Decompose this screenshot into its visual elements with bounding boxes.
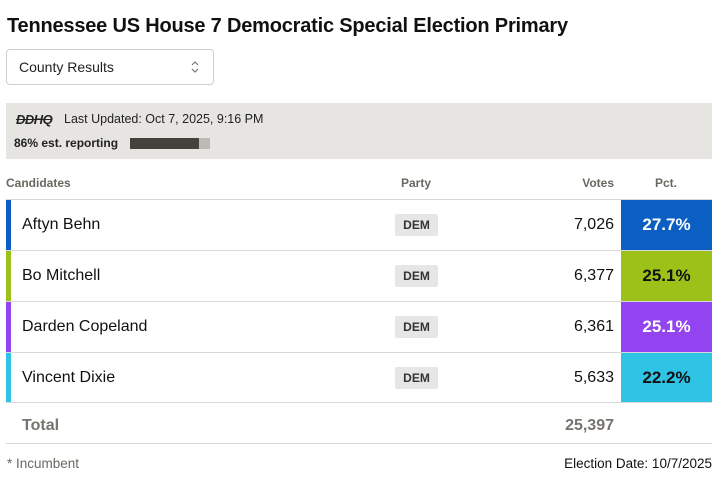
candidate-row: Vincent Dixie DEM 5,633 22.2% — [6, 352, 712, 403]
total-votes: 25,397 — [565, 417, 614, 434]
column-header-party: Party — [401, 176, 432, 190]
candidate-row: Darden Copeland DEM 6,361 25.1% — [6, 301, 712, 352]
reporting-label: 86% est. reporting — [14, 136, 119, 150]
reporting-progress-fill — [130, 138, 199, 149]
last-updated: Last Updated: Oct 7, 2025, 9:16 PM — [64, 112, 264, 126]
candidate-name: Aftyn Behn — [22, 216, 101, 233]
party-color-stripe — [6, 251, 11, 301]
updown-chevron-icon — [191, 61, 199, 73]
party-color-stripe — [6, 353, 11, 402]
select-value: County Results — [19, 59, 114, 75]
party-badge: DEM — [395, 265, 438, 287]
column-header-candidates: Candidates — [6, 176, 71, 190]
election-date: Election Date: 10/7/2025 — [564, 456, 712, 471]
candidate-pct: 22.2% — [621, 353, 712, 402]
party-color-stripe — [6, 200, 11, 250]
party-badge: DEM — [395, 214, 438, 236]
candidate-votes: 6,377 — [573, 267, 614, 284]
info-bar: DDHQ Last Updated: Oct 7, 2025, 9:16 PM … — [6, 103, 712, 159]
page-title: Tennessee US House 7 Democratic Special … — [7, 15, 568, 37]
ddhq-logo: DDHQ — [16, 112, 53, 127]
candidate-pct: 27.7% — [621, 200, 712, 250]
party-badge: DEM — [395, 367, 438, 389]
results-view-select[interactable]: County Results — [6, 49, 214, 85]
incumbent-note: * Incumbent — [7, 456, 80, 471]
candidate-votes: 5,633 — [573, 369, 614, 386]
candidate-votes: 6,361 — [573, 318, 614, 335]
reporting-progress-bar — [130, 138, 210, 149]
results-table: Aftyn Behn DEM 7,026 27.7% Bo Mitchell DEM 6,3… — [6, 199, 712, 403]
divider — [6, 443, 712, 444]
candidate-row: Bo Mitchell DEM 6,377 25.1% — [6, 250, 712, 301]
candidate-votes: 7,026 — [573, 216, 614, 233]
candidate-row: Aftyn Behn DEM 7,026 27.7% — [6, 199, 712, 250]
party-color-stripe — [6, 302, 11, 352]
column-header-votes: Votes — [582, 176, 614, 190]
candidate-pct: 25.1% — [621, 302, 712, 352]
candidate-pct: 25.1% — [621, 251, 712, 301]
total-label: Total — [22, 417, 60, 434]
column-header-pct: Pct. — [655, 176, 678, 190]
candidate-name: Bo Mitchell — [22, 267, 101, 284]
candidate-name: Vincent Dixie — [22, 369, 116, 386]
party-badge: DEM — [395, 316, 438, 338]
candidate-name: Darden Copeland — [22, 318, 148, 335]
